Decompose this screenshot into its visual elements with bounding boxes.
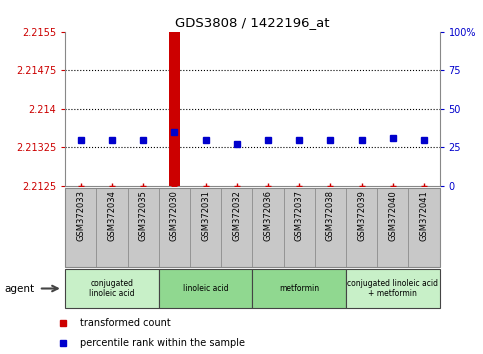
FancyBboxPatch shape (346, 269, 440, 308)
Text: GSM372032: GSM372032 (232, 190, 242, 241)
Text: GSM372039: GSM372039 (357, 190, 366, 241)
Text: conjugated
linoleic acid: conjugated linoleic acid (89, 279, 135, 298)
Text: GSM372040: GSM372040 (388, 190, 397, 241)
Text: metformin: metformin (279, 284, 319, 293)
FancyBboxPatch shape (65, 269, 159, 308)
FancyBboxPatch shape (284, 188, 315, 267)
Text: GSM372036: GSM372036 (263, 190, 272, 241)
Text: conjugated linoleic acid
+ metformin: conjugated linoleic acid + metformin (347, 279, 438, 298)
Bar (169, 32, 180, 186)
Text: GSM372034: GSM372034 (108, 190, 116, 241)
Text: percentile rank within the sample: percentile rank within the sample (80, 338, 245, 348)
FancyBboxPatch shape (159, 188, 190, 267)
Text: GSM372037: GSM372037 (295, 190, 304, 241)
FancyBboxPatch shape (128, 188, 159, 267)
FancyBboxPatch shape (65, 188, 97, 267)
FancyBboxPatch shape (159, 269, 253, 308)
Text: GSM372038: GSM372038 (326, 190, 335, 241)
FancyBboxPatch shape (253, 269, 346, 308)
Title: GDS3808 / 1422196_at: GDS3808 / 1422196_at (175, 16, 329, 29)
FancyBboxPatch shape (377, 188, 408, 267)
Text: transformed count: transformed count (80, 318, 170, 328)
FancyBboxPatch shape (408, 188, 440, 267)
FancyBboxPatch shape (221, 188, 253, 267)
Text: GSM372031: GSM372031 (201, 190, 210, 241)
FancyBboxPatch shape (97, 188, 128, 267)
FancyBboxPatch shape (346, 188, 377, 267)
Text: GSM372033: GSM372033 (76, 190, 85, 241)
Text: GSM372041: GSM372041 (419, 190, 428, 241)
Text: linoleic acid: linoleic acid (183, 284, 228, 293)
FancyBboxPatch shape (315, 188, 346, 267)
Text: agent: agent (5, 284, 35, 293)
FancyBboxPatch shape (253, 188, 284, 267)
Text: GSM372035: GSM372035 (139, 190, 148, 241)
Text: GSM372030: GSM372030 (170, 190, 179, 241)
FancyBboxPatch shape (190, 188, 221, 267)
